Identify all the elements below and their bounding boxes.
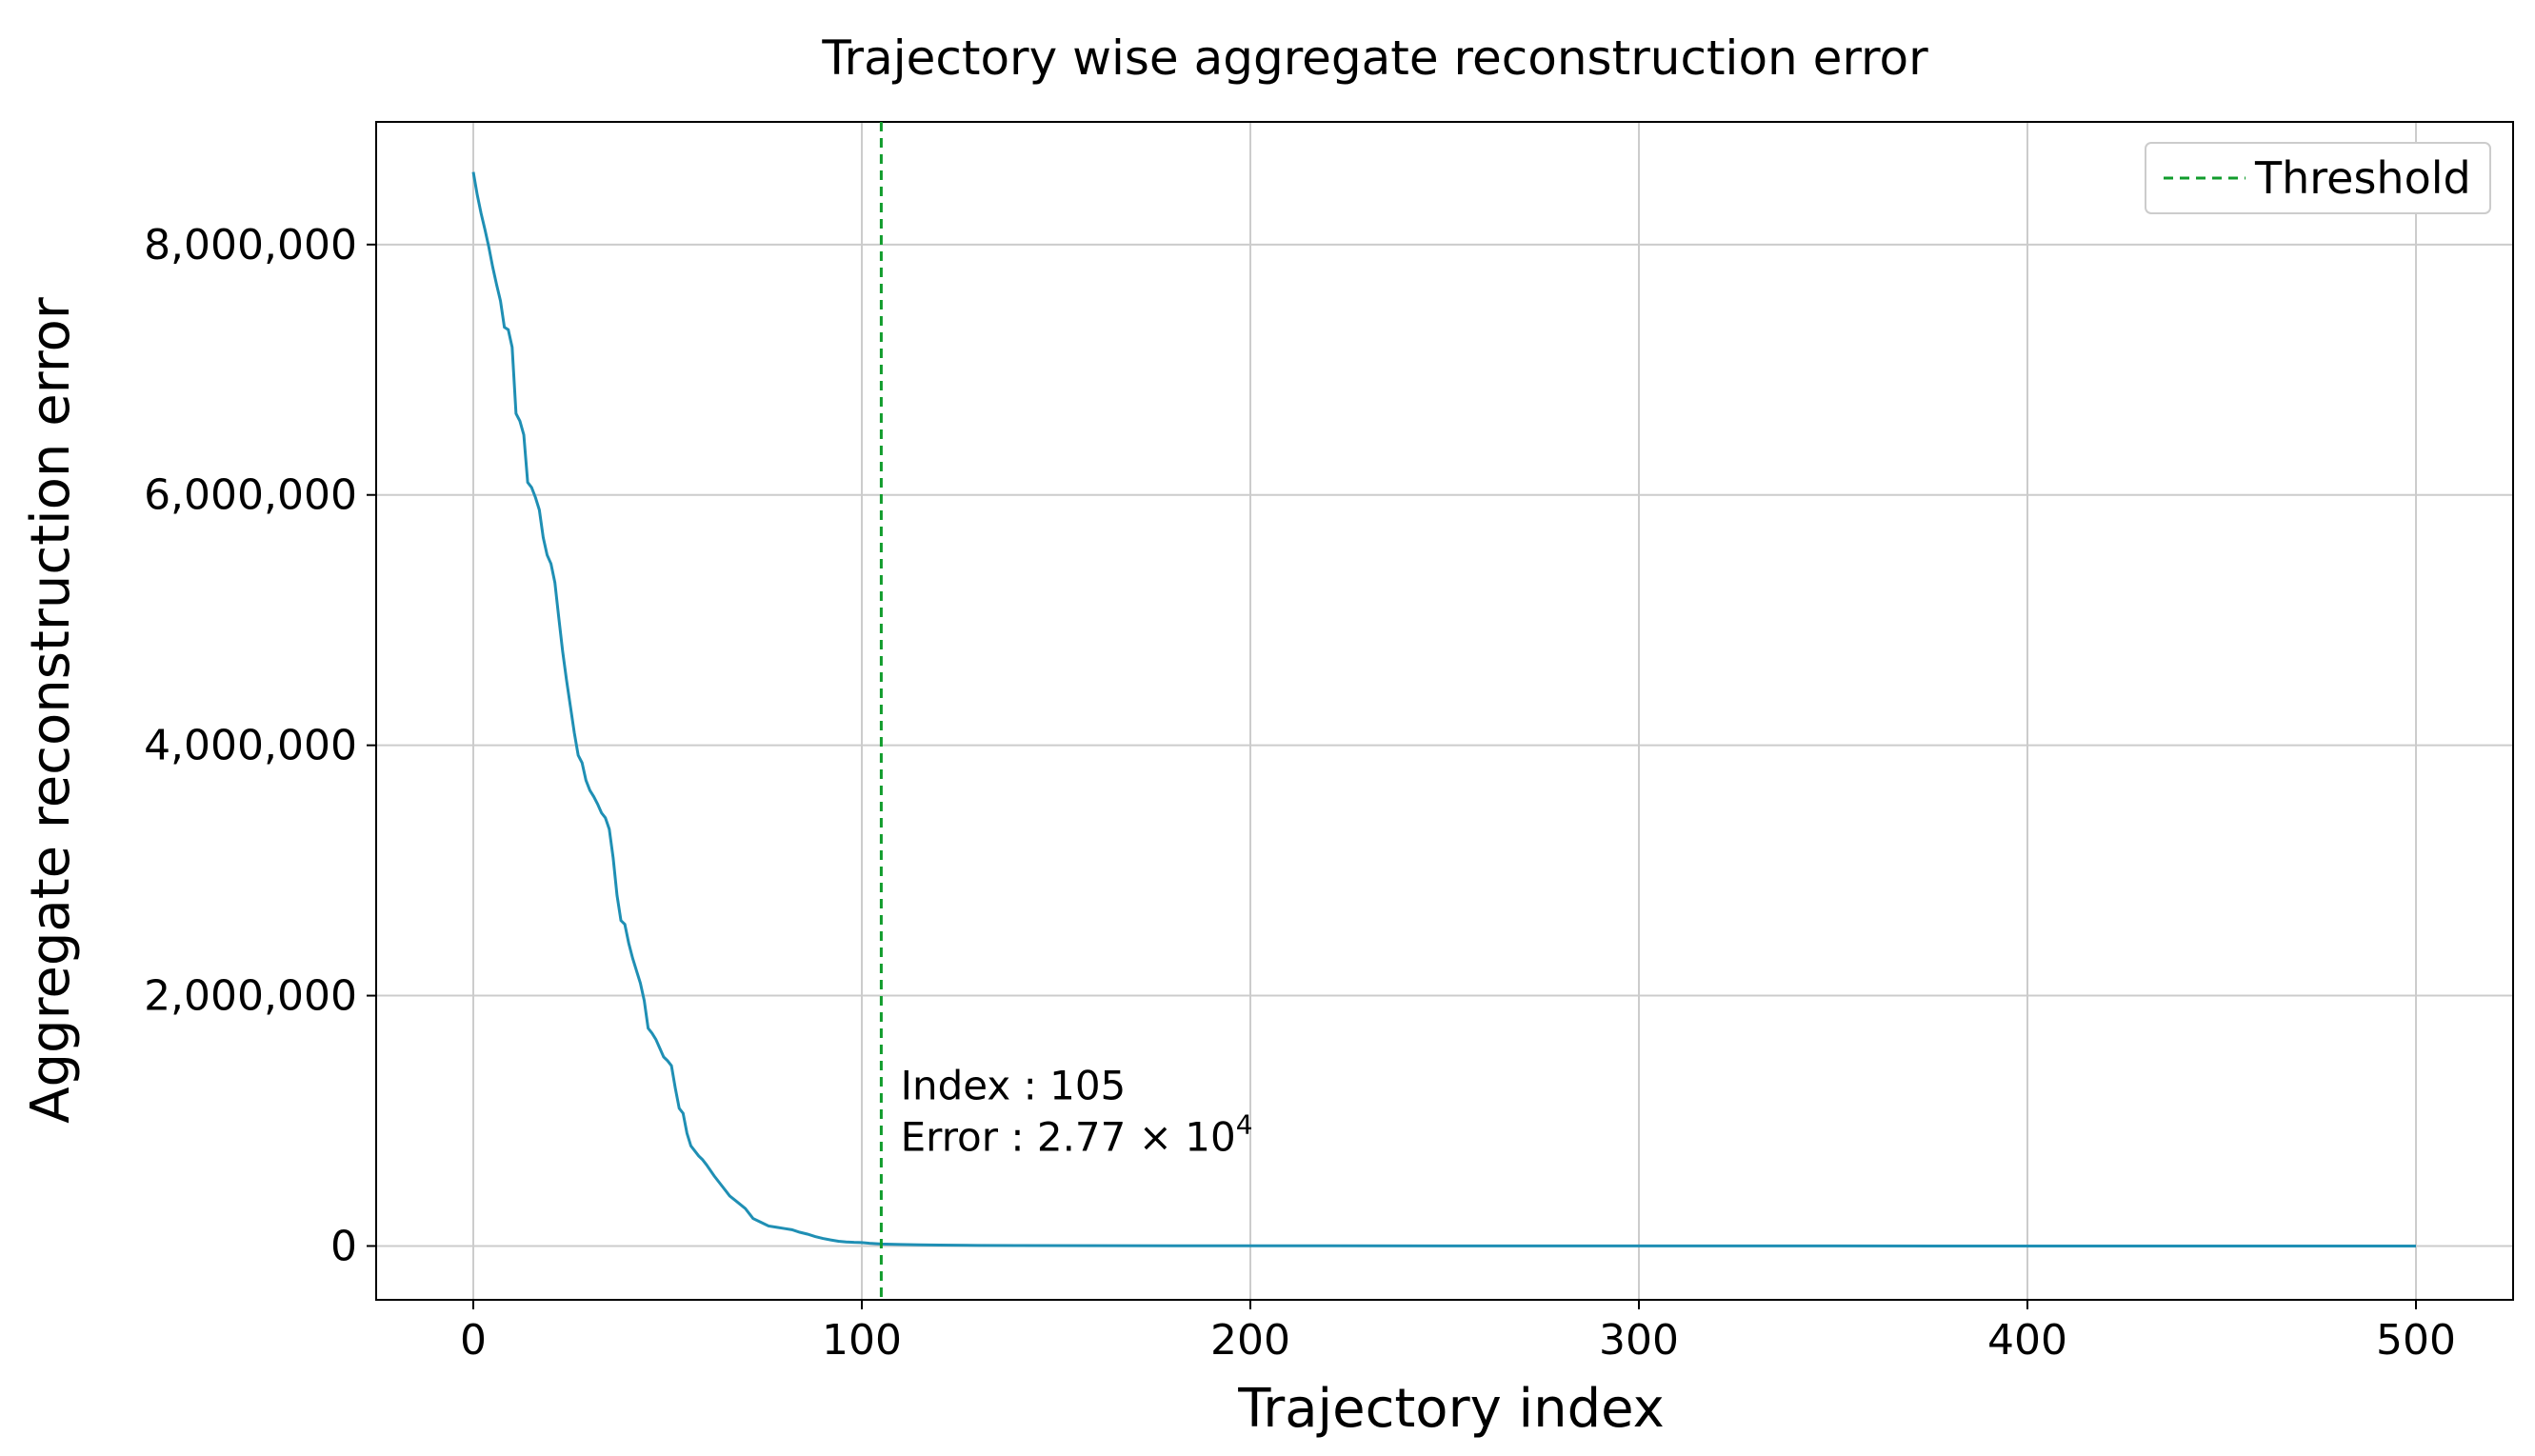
legend-threshold-label: Threshold: [2254, 152, 2471, 204]
annotation-error-text: Error : 2.77 × 10: [901, 1114, 1236, 1161]
x-axis-ticks: 0 100 200 300 400 500: [460, 1300, 2456, 1365]
y-tick-label: 2,000,000: [144, 972, 357, 1021]
y-axis-label: Aggregate reconstruction error: [20, 296, 82, 1124]
x-tick-label: 500: [2376, 1316, 2456, 1365]
x-tick-label: 100: [822, 1316, 902, 1365]
legend: Threshold: [2145, 142, 2491, 214]
chart-title: Trajectory wise aggregate reconstruction…: [821, 30, 1928, 86]
x-axis-label: Trajectory index: [1237, 1378, 1665, 1440]
y-axis-ticks: 0 2,000,000 4,000,000 6,000,000 8,000,000: [144, 221, 376, 1270]
annotation-error: Error : 2.77 × 104: [901, 1109, 1253, 1161]
series-line: [471, 171, 2417, 1247]
x-tick-label: 200: [1210, 1316, 1290, 1365]
annotation-error-exponent: 4: [1236, 1109, 1253, 1141]
annotation-index: Index : 105: [901, 1063, 1127, 1109]
y-tick-label: 0: [330, 1222, 357, 1270]
y-tick-label: 8,000,000: [144, 221, 357, 269]
y-tick-label: 6,000,000: [144, 471, 357, 520]
x-gridlines: [472, 122, 2417, 1300]
x-tick-label: 400: [1987, 1316, 2067, 1365]
x-tick-label: 0: [460, 1316, 487, 1365]
y-gridlines: [376, 243, 2513, 1247]
legend-box: [2145, 142, 2491, 214]
x-tick-label: 300: [1599, 1316, 1679, 1365]
y-tick-label: 4,000,000: [144, 722, 357, 770]
plot-area-frame: [375, 121, 2514, 1301]
threshold-annotation: Index : 105 Error : 2.77 × 104: [901, 1063, 1253, 1161]
